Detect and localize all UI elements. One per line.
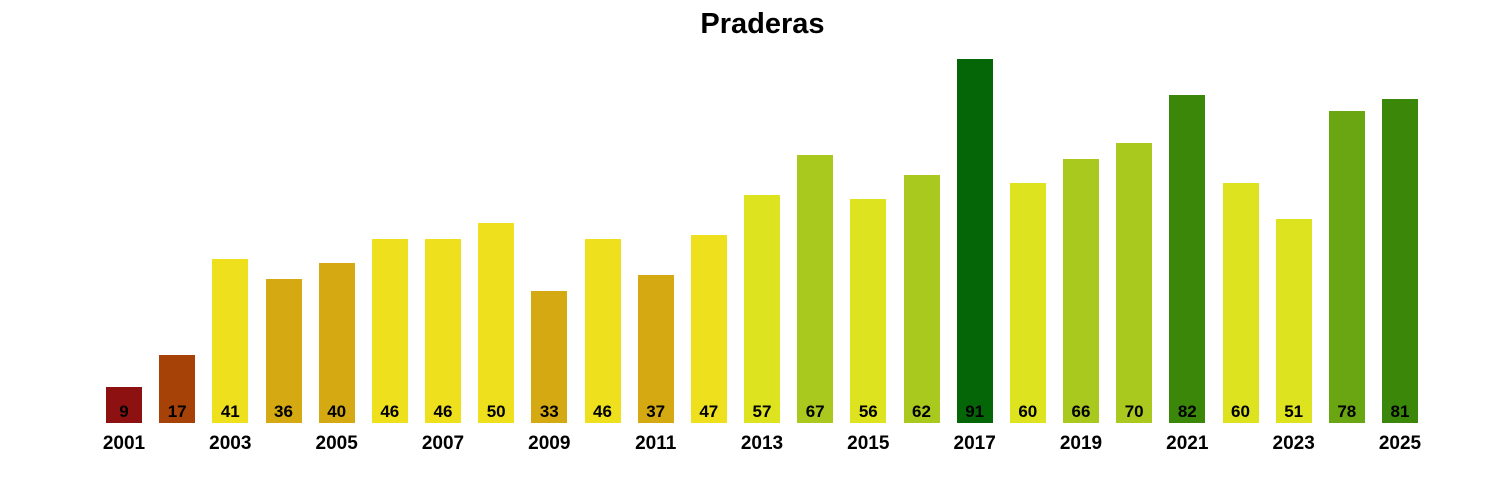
bar-2011: 37	[637, 275, 674, 423]
x-tick-label-2003: 2003	[209, 433, 252, 454]
bar-2022: 60	[1222, 183, 1259, 423]
bar-value-label: 78	[1337, 402, 1357, 421]
bar-value-label: 67	[805, 402, 825, 421]
bar-2010: 46	[584, 239, 621, 423]
bar-2021: 82	[1169, 95, 1206, 423]
bar-2015: 56	[850, 199, 887, 423]
bar-value-label: 46	[433, 402, 453, 421]
bar-2013: 57	[744, 195, 780, 423]
bar-2009: 33	[531, 291, 568, 423]
bar-2007: 46	[425, 239, 461, 423]
bar-value-label: 66	[1071, 402, 1091, 421]
bar-value-label: 41	[220, 402, 240, 421]
x-tick-label-2015: 2015	[847, 433, 890, 454]
x-tick-label-2019: 2019	[1059, 433, 1103, 454]
bar-value-label: 57	[752, 402, 772, 421]
bar-value-label: 91	[965, 402, 985, 421]
bar-value-label: 37	[646, 402, 666, 421]
x-tick-label-2011: 2011	[635, 433, 677, 454]
bar-value-label: 81	[1390, 402, 1410, 421]
chart-title: Praderas	[700, 8, 825, 40]
x-tick-label-2023: 2023	[1272, 433, 1315, 454]
bar-2012: 47	[690, 235, 727, 423]
bar-value-label: 60	[1231, 402, 1250, 421]
bar-value-label: 51	[1284, 402, 1304, 421]
bar-2018: 60	[1009, 183, 1046, 423]
bar-2019: 66	[1063, 159, 1099, 423]
x-tick-label-2005: 2005	[315, 433, 358, 454]
bar-2020: 70	[1116, 143, 1153, 423]
bar-value-label: 46	[593, 402, 612, 421]
bar-value-label: 33	[539, 402, 559, 421]
bar-2017: 91	[956, 59, 993, 423]
bar-2003: 41	[212, 259, 249, 423]
bar-2024: 78	[1328, 111, 1365, 423]
bar-2023: 51	[1275, 219, 1312, 423]
bar-value-label: 70	[1124, 402, 1144, 421]
x-tick-label-2021: 2021	[1166, 433, 1209, 454]
bar-value-label: 60	[1018, 402, 1038, 421]
bar-2004: 36	[265, 279, 302, 423]
x-tick-label-2017: 2017	[953, 433, 996, 454]
x-tick-label-2025: 2025	[1378, 433, 1422, 454]
bar-value-label: 40	[327, 402, 347, 421]
bar-value-label: 82	[1177, 402, 1197, 421]
bar-2002: 17	[159, 355, 196, 423]
bar-value-label: 17	[167, 402, 187, 421]
bar-2001: 9	[106, 387, 142, 423]
x-tick-label-2013: 2013	[740, 433, 784, 454]
bar-value-label: 47	[699, 402, 719, 421]
bar-value-label: 9	[119, 402, 129, 421]
x-tick-label-2001: 2001	[102, 433, 146, 454]
bar-2014: 67	[797, 155, 834, 423]
bar-2025: 81	[1382, 99, 1418, 423]
bar-2005: 40	[318, 263, 355, 423]
bar-2008: 50	[478, 223, 515, 423]
bar-value-label: 46	[380, 402, 400, 421]
bar-value-label: 50	[486, 402, 506, 421]
x-tick-label-2009: 2009	[528, 433, 571, 454]
bar-value-label: 36	[274, 402, 293, 421]
x-tick-label-2007: 2007	[421, 433, 465, 454]
bar-value-label: 56	[858, 402, 878, 421]
bar-2006: 46	[371, 239, 408, 423]
bar-2016: 62	[903, 175, 940, 423]
bar-value-label: 62	[912, 402, 931, 421]
